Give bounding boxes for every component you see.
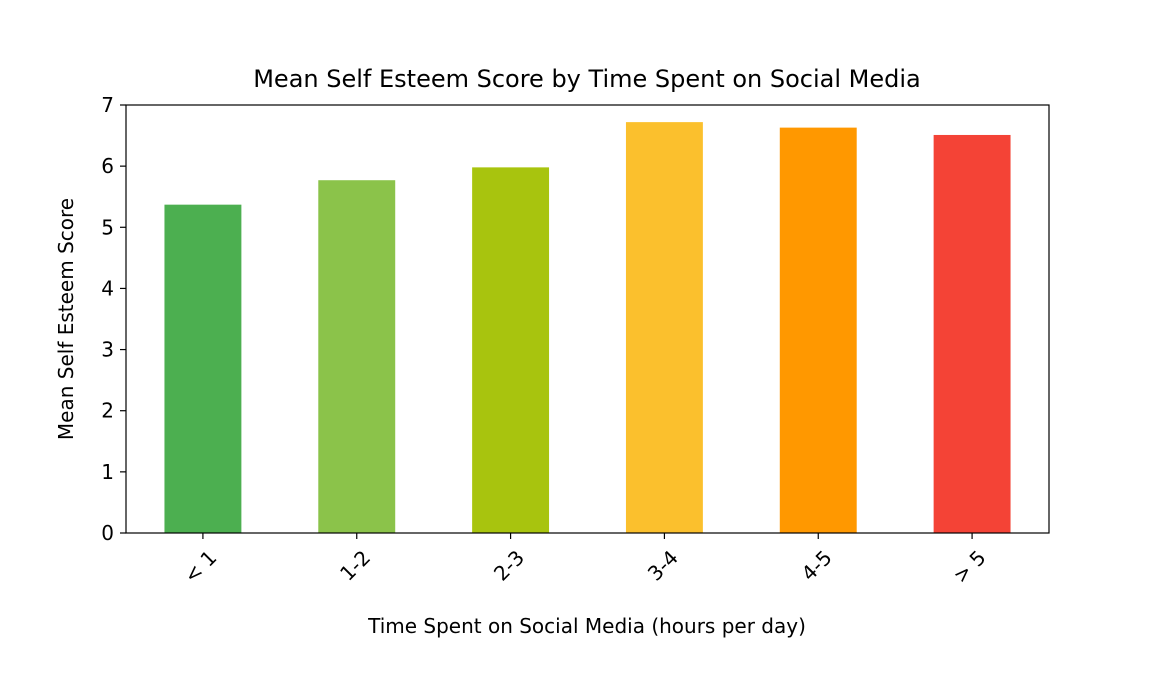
chart-title: Mean Self Esteem Score by Time Spent on … (253, 65, 921, 93)
x-axis-label: Time Spent on Social Media (hours per da… (367, 614, 806, 638)
bar-4 (625, 122, 703, 534)
x-tick-label: 3-4 (643, 545, 683, 585)
x-axis: < 1 1-2 2-3 3-4 4-5 > 5 (179, 533, 991, 588)
x-tick-label: > 5 (948, 545, 990, 587)
bar-5 (779, 127, 857, 534)
bar-2 (318, 180, 396, 533)
x-tick-label: < 1 (179, 545, 221, 587)
y-tick-label: 3 (101, 338, 114, 362)
y-axis: 0 1 2 3 4 5 6 7 (101, 93, 126, 545)
y-tick-label: 1 (101, 460, 114, 484)
y-axis-label: Mean Self Esteem Score (54, 198, 78, 440)
bar-3 (472, 167, 550, 533)
y-tick-label: 0 (101, 521, 114, 545)
y-tick-label: 7 (101, 93, 114, 117)
y-tick-label: 2 (101, 399, 114, 423)
y-tick-label: 5 (101, 215, 114, 239)
plot-frame (125, 104, 1050, 534)
bars-layer (164, 122, 1011, 534)
y-tick-label: 4 (101, 276, 114, 300)
bar-6 (933, 134, 1011, 533)
x-tick-label: 2-3 (489, 545, 529, 585)
y-tick-label: 6 (101, 154, 114, 178)
x-tick-label: 4-5 (797, 545, 837, 585)
bar-1 (164, 204, 242, 533)
x-tick-label: 1-2 (335, 545, 375, 585)
